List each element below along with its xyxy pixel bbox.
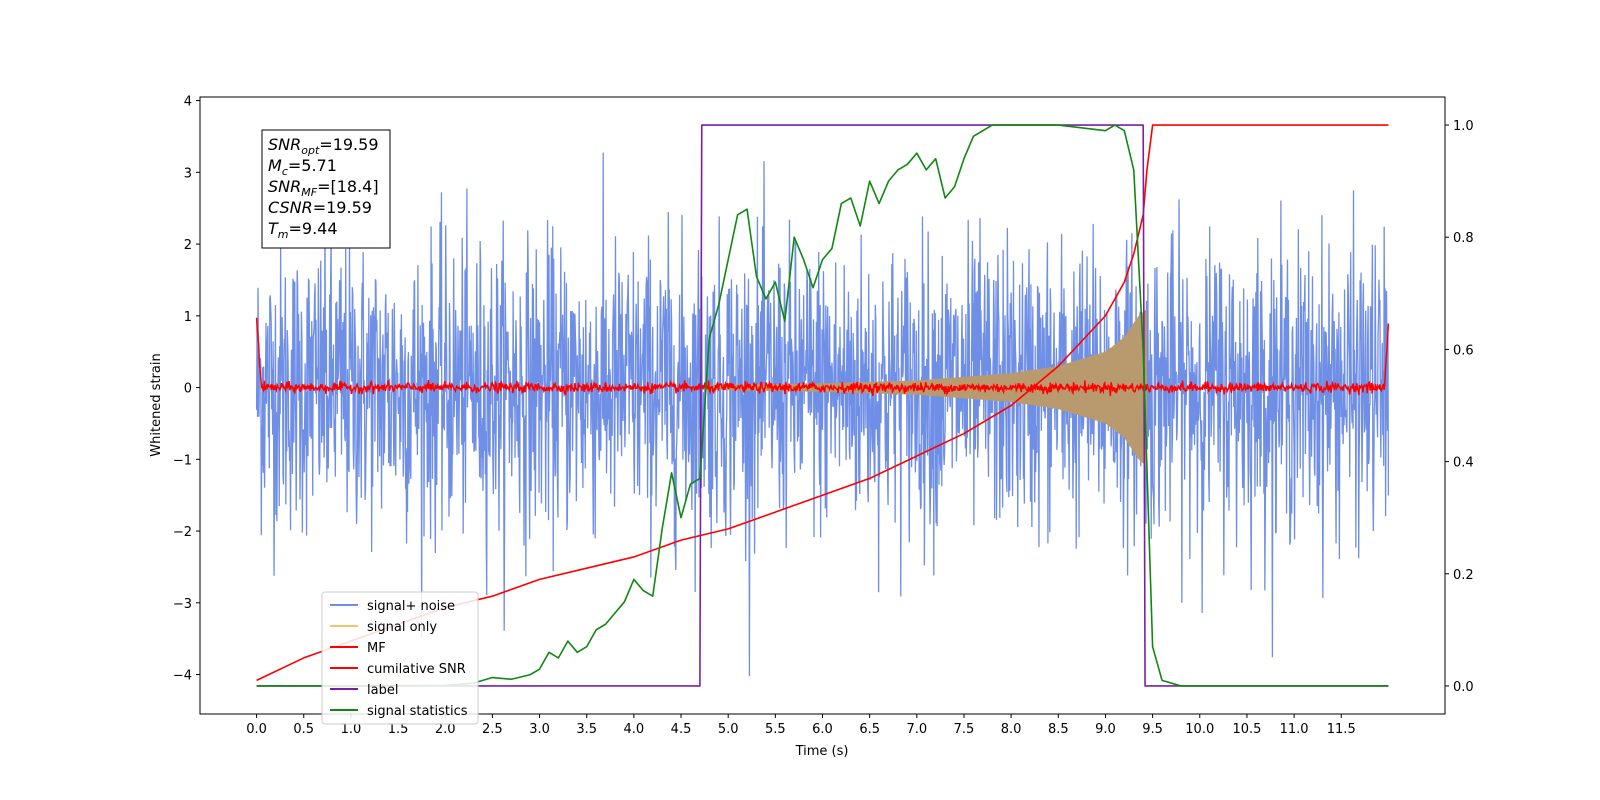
annotation-line: SNRMF=[18.4] <box>268 177 379 199</box>
annotation-line: SNRopt=19.59 <box>268 135 379 157</box>
x-tick-label: 7.5 <box>954 722 975 737</box>
y-axis-label: Whitened strain <box>149 353 164 456</box>
x-tick-label: 4.0 <box>624 722 645 737</box>
x-tick-label: 0.5 <box>293 722 314 737</box>
legend-label: signal only <box>367 620 437 635</box>
y-tick-label: −3 <box>173 597 192 612</box>
x-tick-label: 1.0 <box>341 722 362 737</box>
y-tick-label: 1 <box>184 310 192 325</box>
y2-tick-label: 0.2 <box>1453 568 1474 583</box>
x-tick-label: 2.5 <box>482 722 503 737</box>
series-signal-noise <box>255 152 1390 677</box>
x-tick-label: 1.5 <box>388 722 409 737</box>
x-tick-label: 10.0 <box>1185 722 1214 737</box>
y2-tick-label: 0.0 <box>1453 680 1474 695</box>
x-tick-label: 5.0 <box>718 722 739 737</box>
y2-tick-label: 0.4 <box>1453 456 1474 471</box>
y-tick-label: 3 <box>184 166 192 181</box>
y-tick-label: −2 <box>173 525 192 540</box>
x-tick-label: 9.5 <box>1142 722 1163 737</box>
x-tick-label: 0.0 <box>246 722 267 737</box>
stats-annotation-box: SNRopt=19.59Mc=5.71SNRMF=[18.4]CSNR=19.5… <box>261 129 391 249</box>
annotation-line: Mc=5.71 <box>268 156 337 178</box>
y-tick-label: 0 <box>184 382 192 397</box>
y-tick-label: 2 <box>184 238 192 253</box>
x-tick-label: 8.5 <box>1048 722 1069 737</box>
x-tick-label: 8.0 <box>1001 722 1022 737</box>
legend-label: label <box>367 683 398 698</box>
x-tick-label: 9.0 <box>1095 722 1116 737</box>
legend-label: cumilative SNR <box>367 662 466 677</box>
legend-label: signal+ noise <box>367 599 455 614</box>
x-tick-label: 11.0 <box>1280 722 1309 737</box>
annotation-line: Tm=9.44 <box>268 219 338 241</box>
series-signal-statistics <box>256 124 1389 687</box>
x-tick-label: 3.5 <box>576 722 597 737</box>
y-axis-right: 1.0 0.8 0.6 0.4 0.2 0.0 <box>1445 119 1474 695</box>
x-tick-label: 3.0 <box>529 722 550 737</box>
x-tick-label: 4.5 <box>671 722 692 737</box>
x-tick-label: 11.5 <box>1327 722 1356 737</box>
series-mf <box>255 317 1390 397</box>
y-axis-left: 4 3 2 1 0 −1 −2 −3 −4 <box>173 95 200 684</box>
x-axis-label: Time (s) <box>795 744 849 759</box>
y2-tick-label: 1.0 <box>1453 119 1474 134</box>
annotation-line: CSNR=19.59 <box>268 198 372 217</box>
y-tick-label: 4 <box>184 95 192 110</box>
y-tick-label: −1 <box>173 453 192 468</box>
legend-label: MF <box>367 641 386 656</box>
legend: signal+ noise signal only MF cumilative SNR… <box>321 591 479 725</box>
y2-tick-label: 0.8 <box>1453 231 1474 246</box>
annotation-frame <box>261 129 391 249</box>
legend-label: signal statistics <box>367 704 468 719</box>
x-axis: 0.0 0.5 1.0 1.5 2.0 2.5 3.0 3.5 4.0 4.5 5.0 5.5 6.0 6… <box>246 714 1356 737</box>
x-tick-label: 7.0 <box>906 722 927 737</box>
x-tick-label: 10.5 <box>1232 722 1261 737</box>
legend-frame <box>321 591 479 725</box>
x-tick-label: 5.5 <box>765 722 786 737</box>
y2-tick-label: 0.6 <box>1453 343 1474 358</box>
y-tick-label: −4 <box>173 669 192 684</box>
x-tick-label: 6.0 <box>812 722 833 737</box>
x-tick-label: 2.0 <box>435 722 456 737</box>
x-tick-label: 6.5 <box>859 722 880 737</box>
series-signal-only <box>699 308 1147 467</box>
